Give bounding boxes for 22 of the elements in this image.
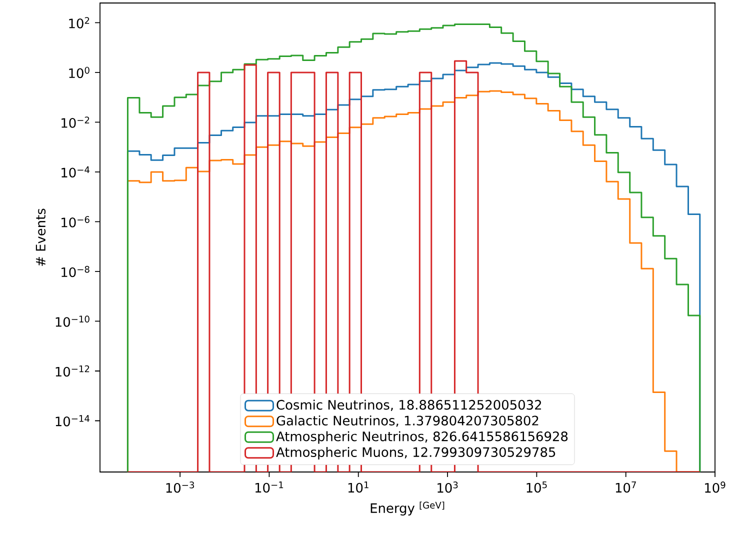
- x-tick-label: 10$^{1}$: [348, 482, 368, 493]
- y-tick-label: 10$^{−14}$: [56, 415, 90, 426]
- y-tick-label: 10$^{−8}$: [62, 266, 90, 278]
- y-tick-label: 10$^{−2}$: [62, 116, 90, 128]
- y-tick-label: 10$^{2}$: [69, 17, 90, 28]
- legend-label: Cosmic Neutrinos, 18.886511252005032: [276, 400, 541, 412]
- x-axis-title: Energy $^{[GeV]}$: [370, 502, 444, 516]
- x-tick-label: 10$^{−1}$: [255, 482, 284, 493]
- y-tick-label: 10$^{−6}$: [62, 216, 90, 228]
- y-axis-title: # Events: [36, 208, 46, 266]
- legend-label: Atmospheric Muons, 12.799309730529785: [276, 446, 556, 460]
- x-tick-label: 10$^{−3}$: [166, 482, 194, 493]
- x-tick-label: 10$^{7}$: [616, 482, 636, 493]
- y-tick-label: 10$^{−12}$: [56, 365, 90, 377]
- y-tick-label: 10$^{−10}$: [56, 316, 90, 327]
- x-tick-label: 10$^{3}$: [438, 482, 458, 493]
- x-tick-label: 10$^{9}$: [705, 482, 726, 493]
- legend-label: Galactic Neutrinos, 1.379804207305802: [276, 415, 538, 427]
- y-tick-label: 10$^{0}$: [69, 66, 90, 78]
- x-tick-label: 10$^{5}$: [526, 482, 547, 493]
- y-tick-label: 10$^{−4}$: [62, 166, 90, 178]
- legend-label: Atmospheric Neutrinos, 826.6415586156928: [276, 431, 568, 444]
